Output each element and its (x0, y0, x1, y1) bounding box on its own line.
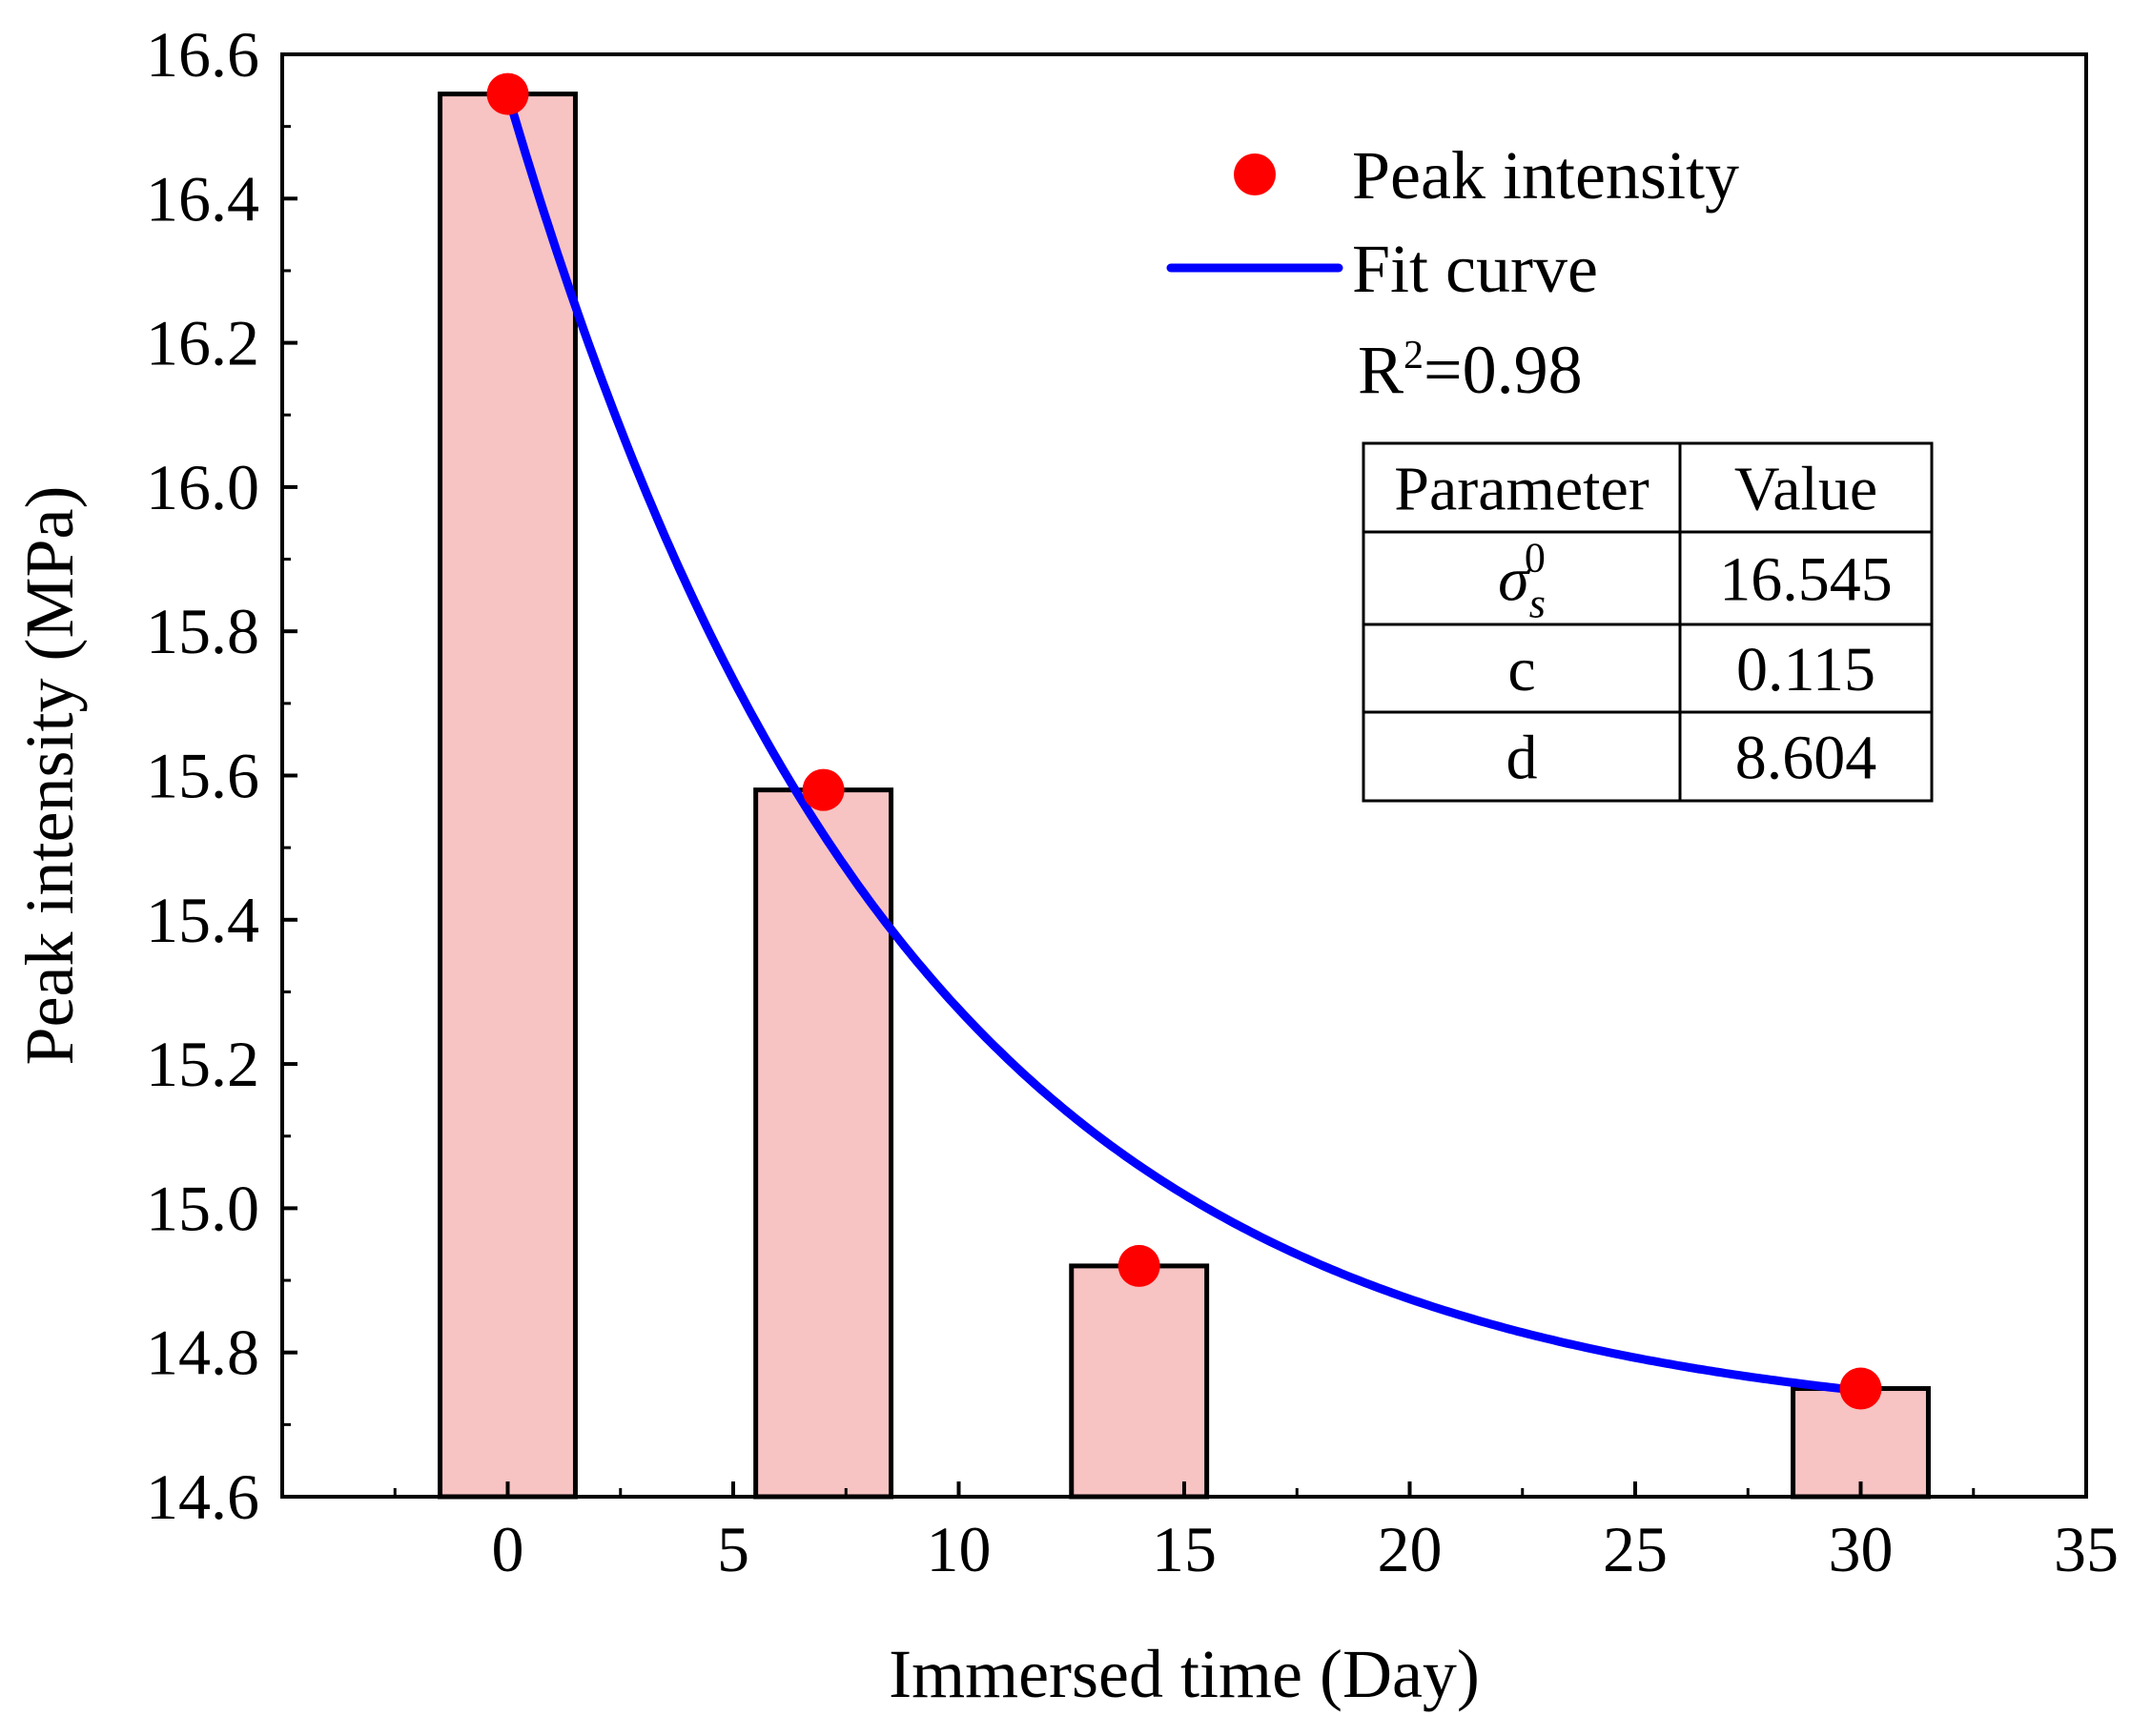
fit-curve-layer (503, 90, 1865, 1396)
table-cell-d-value: 8.604 (1735, 724, 1877, 793)
bar-day-0 (438, 92, 578, 1500)
legend-marker-peak-intensity (1234, 153, 1276, 195)
y-tick-label: 15.4 (146, 884, 259, 956)
table-border (1362, 441, 1934, 803)
y-tick-label: 16.6 (146, 18, 259, 91)
y-tick-label: 14.8 (146, 1317, 259, 1389)
bar-day-7 (753, 787, 894, 1500)
y-tick-label: 15.6 (146, 740, 259, 812)
data-point-day-30 (1839, 1367, 1882, 1410)
x-tick-label: 10 (927, 1513, 992, 1585)
data-point-day-14 (1117, 1244, 1160, 1287)
y-tick-label: 16.4 (146, 162, 259, 235)
table-header-value: Value (1734, 455, 1877, 524)
y-tick-label: 16.2 (146, 307, 259, 379)
data-point-day-7 (802, 768, 845, 811)
bars (438, 92, 1931, 1500)
x-tick-label: 25 (1603, 1513, 1668, 1585)
table-cell-sigma-value: 16.545 (1719, 545, 1893, 615)
x-tick-label: 20 (1378, 1513, 1443, 1585)
x-axis-title: Immersed time (Day) (889, 1636, 1480, 1712)
table-cell-d: d (1506, 724, 1538, 793)
r-squared-value: =0.98 (1424, 332, 1583, 408)
y-tick-label: 15.0 (146, 1172, 259, 1244)
x-tick-label: 30 (1829, 1513, 1894, 1585)
parameter-table: Parameter Value σs0 16.545 c 0.115 d 8.6… (1362, 441, 1934, 803)
bar-day-14 (1069, 1263, 1210, 1500)
y-tick-label: 16.0 (146, 451, 259, 523)
sigma-subscript: s (1529, 581, 1546, 627)
x-tick-label: 35 (2054, 1513, 2119, 1585)
r-squared-annotation: R2=0.98 (1358, 332, 1583, 408)
legend-label-peak-intensity: Peak intensity (1352, 137, 1739, 214)
table-cell-sigma: σs0 (1498, 535, 1546, 627)
points (486, 72, 1882, 1410)
tick-labels: 0 5 10 15 20 25 30 3514.614.815.015.215.415.615… (146, 18, 2119, 1585)
legend-label-fit-curve: Fit curve (1352, 231, 1598, 307)
r-squared-superscript: 2 (1404, 334, 1424, 378)
ticks (282, 52, 2088, 1499)
sigma-superscript: 0 (1525, 535, 1546, 582)
x-tick-label: 0 (492, 1513, 524, 1585)
table-cell-c: c (1507, 635, 1535, 705)
table-header-parameter: Parameter (1394, 455, 1649, 524)
legend: Peak intensity Fit curve R2=0.98 (1166, 137, 1739, 408)
x-tick-label: 15 (1152, 1513, 1217, 1585)
fit-curve-line (503, 90, 1865, 1396)
y-tick-label: 15.2 (146, 1028, 259, 1100)
sigma-symbol: σ (1498, 545, 1531, 615)
y-tick-label: 15.8 (146, 595, 259, 667)
y-tick-label: 14.6 (146, 1460, 259, 1533)
y-axis-title: Peak intensity (MPa) (11, 486, 88, 1066)
r-squared-base: R (1358, 332, 1404, 408)
data-point-day-0 (486, 72, 529, 115)
table-cell-c-value: 0.115 (1736, 635, 1875, 705)
x-tick-label: 5 (717, 1513, 749, 1585)
